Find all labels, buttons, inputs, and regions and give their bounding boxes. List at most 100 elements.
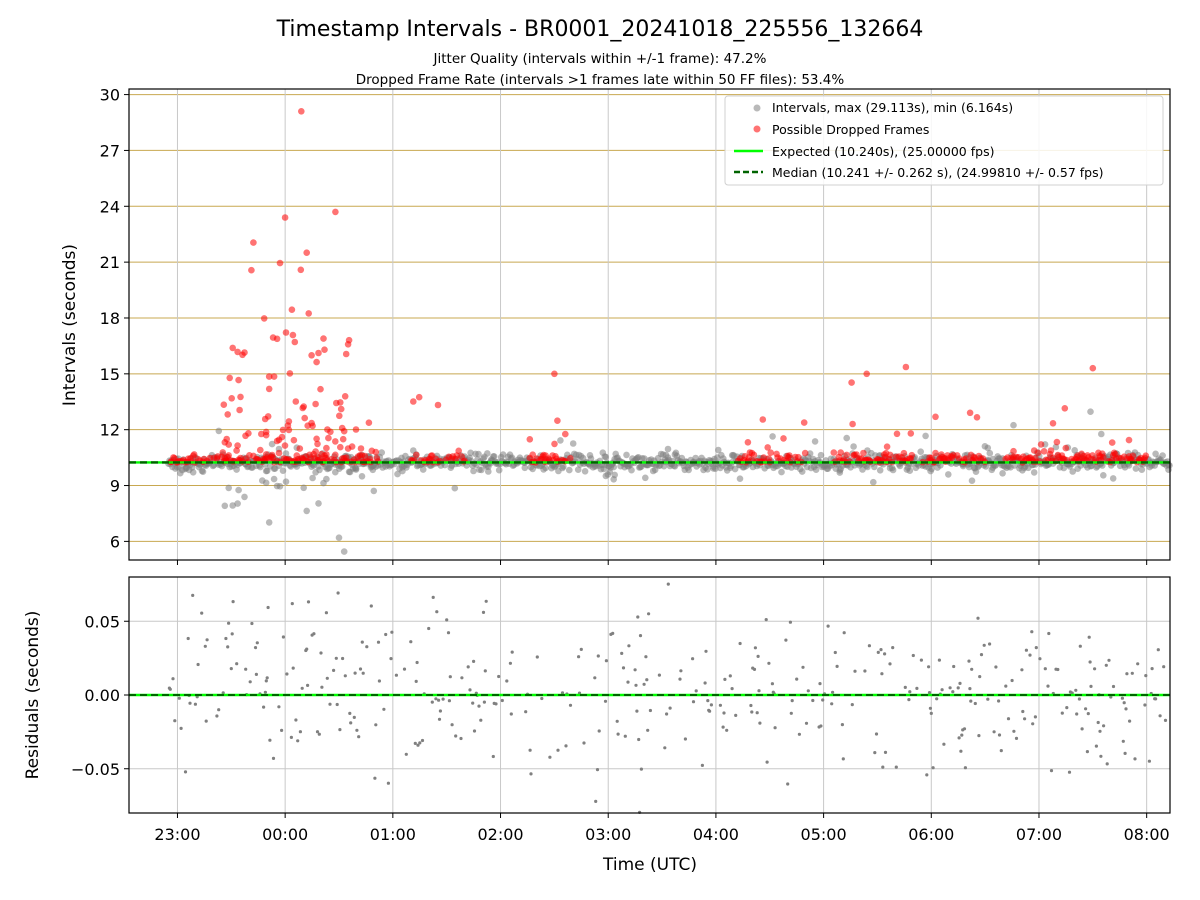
residual-point	[1130, 671, 1134, 675]
interval-point	[470, 467, 477, 475]
interval-point	[986, 449, 994, 457]
interval-point	[704, 466, 711, 473]
residual-point	[332, 668, 336, 673]
residual-point	[427, 626, 431, 631]
residual-point	[579, 647, 583, 652]
dropped-frame-point	[301, 414, 309, 422]
residual-point	[883, 750, 888, 755]
residual-point	[1020, 668, 1024, 672]
residual-point	[644, 655, 648, 659]
dropped-frame-point	[410, 398, 417, 405]
dropped-frame-point	[265, 373, 273, 380]
dropped-frame-point	[1037, 441, 1045, 448]
dropped-frame-point	[843, 451, 850, 459]
intervals-axes-frame	[128, 88, 1171, 561]
interval-point	[270, 475, 278, 483]
residual-point	[1102, 724, 1106, 728]
dropped-frame-point	[234, 348, 241, 356]
residual-point	[986, 697, 990, 701]
interval-point	[268, 440, 276, 448]
residual-point	[437, 717, 442, 721]
residual-point	[472, 729, 477, 733]
x-tick-label: 05:00	[801, 825, 847, 844]
dropped-frame-point	[262, 431, 270, 439]
residual-point	[1004, 684, 1008, 688]
residual-y-tick-label: 0.00	[84, 686, 120, 705]
residual-point	[200, 611, 204, 615]
residual-point	[177, 696, 181, 700]
residual-point	[797, 732, 802, 736]
dropped-frame-point	[233, 447, 240, 454]
residual-point	[891, 646, 895, 650]
dropped-frame-point	[237, 393, 244, 401]
x-tick-label: 02:00	[477, 825, 523, 844]
residual-point	[804, 721, 809, 725]
residual-point	[355, 728, 359, 732]
residual-point	[888, 662, 892, 666]
residual-point	[435, 610, 439, 614]
interval-point	[309, 474, 316, 482]
residual-point	[271, 756, 276, 761]
x-tick-label: 04:00	[693, 825, 739, 844]
residual-y-tick-label: 0.05	[84, 612, 120, 631]
residual-point	[756, 654, 760, 659]
x-tick-label: 08:00	[1124, 825, 1170, 844]
residual-point	[437, 698, 441, 702]
residual-point	[874, 732, 879, 736]
dropped-frame-point	[413, 451, 420, 459]
residual-point	[384, 632, 388, 637]
dropped-frame-point	[308, 352, 315, 359]
dropped-frame-point	[320, 335, 327, 342]
residual-point	[217, 708, 221, 712]
residual-point	[826, 624, 830, 628]
residual-point	[994, 665, 998, 669]
interval-point	[335, 534, 343, 541]
dropped-frame-point	[800, 419, 808, 426]
residual-point	[593, 676, 597, 680]
dropped-frame-point	[337, 399, 344, 406]
dropped-frame-point	[323, 451, 330, 458]
residual-point	[221, 691, 225, 695]
residual-point	[970, 667, 974, 671]
residual-point	[621, 666, 626, 670]
residual-point	[1031, 722, 1035, 726]
interval-point	[1159, 452, 1166, 459]
residual-point	[594, 799, 598, 804]
dropped-frame-point	[270, 373, 278, 380]
residual-point	[982, 643, 986, 647]
residual-point	[753, 646, 758, 650]
residual-point	[788, 620, 793, 624]
residual-point	[296, 739, 300, 743]
interval-point	[300, 484, 308, 492]
dropped-frame-point	[264, 413, 272, 420]
dropped-frame-point	[764, 444, 771, 451]
residual-point	[235, 662, 239, 666]
dropped-frame-point	[932, 413, 939, 421]
interval-point	[569, 440, 577, 447]
interval-point	[262, 479, 270, 487]
dropped-frame-point	[260, 315, 268, 322]
interval-point	[234, 500, 241, 507]
residual-point	[1158, 714, 1162, 718]
dropped-frame-point	[744, 439, 752, 446]
dropped-frame-point	[780, 435, 787, 442]
residual-point	[343, 674, 347, 678]
dropped-frame-point	[317, 385, 324, 393]
residual-point	[863, 669, 867, 673]
residual-point	[389, 657, 393, 661]
residual-point	[596, 654, 600, 658]
residual-point	[471, 701, 475, 705]
residual-point	[1096, 720, 1100, 725]
residual-point	[968, 687, 972, 691]
residual-point	[360, 640, 364, 644]
residual-point	[324, 611, 328, 615]
dropped-frame-point	[224, 411, 231, 418]
dropped-frame-point	[1061, 405, 1069, 412]
residual-point	[770, 682, 775, 686]
residuals-panel: 0.05 0.00 −0.05 23:00 00:00 01:00 02:00 03:00 04…	[23, 576, 1171, 875]
residual-point	[386, 781, 390, 785]
legend: Intervals, max (29.113s), min (6.164s) P…	[724, 95, 1164, 186]
residual-point	[1030, 630, 1034, 634]
residual-point	[773, 726, 777, 730]
dropped-frame-point	[327, 428, 334, 436]
